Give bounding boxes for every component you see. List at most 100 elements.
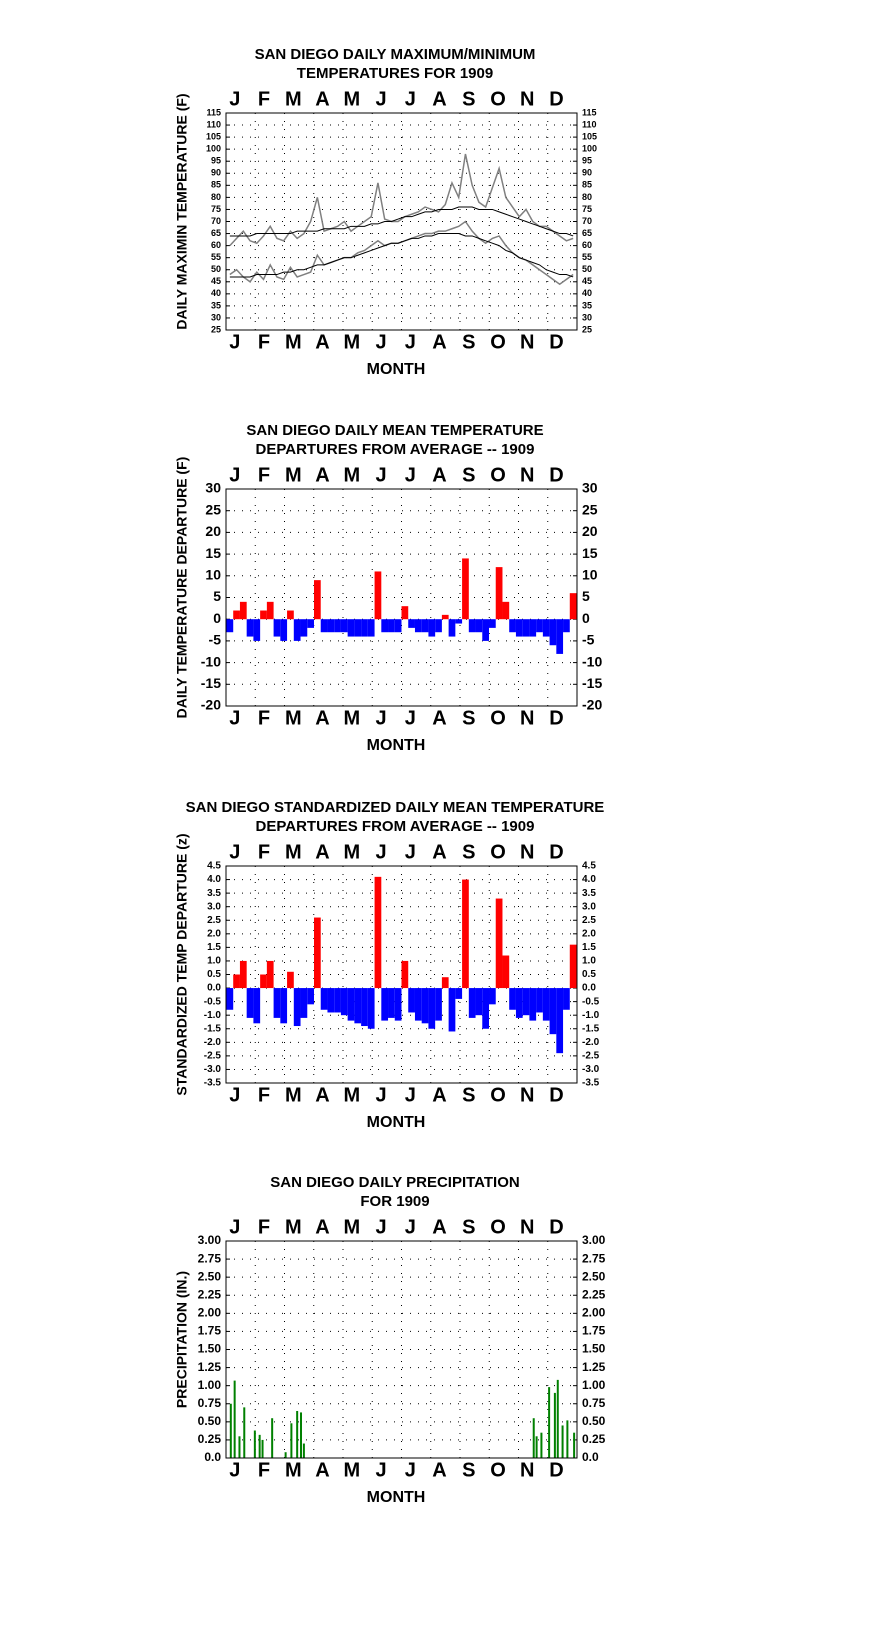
bar	[273, 988, 281, 1018]
bar	[569, 944, 577, 989]
month-label-bottom: A	[315, 1084, 329, 1106]
month-label-bottom: J	[405, 1084, 416, 1106]
month-label-bottom: M	[343, 1084, 360, 1106]
month-label-bottom: F	[258, 331, 270, 353]
bar	[482, 988, 490, 1029]
y-tick-label-right: 4.0	[582, 874, 596, 885]
bar	[502, 601, 510, 620]
month-label-top: O	[490, 1216, 506, 1238]
bar	[354, 619, 362, 637]
temperature-line	[229, 220, 574, 286]
plot-frame	[225, 488, 578, 707]
y-tick-label: 75	[211, 204, 221, 214]
y-tick-label-right: 25	[582, 501, 598, 517]
bar	[367, 988, 375, 1029]
bar	[573, 1432, 576, 1458]
bar	[535, 1436, 538, 1458]
bar	[226, 988, 234, 1010]
bar	[540, 1432, 543, 1458]
month-label-bottom: M	[343, 1459, 360, 1481]
month-label-bottom: A	[432, 331, 446, 353]
bar	[243, 1407, 246, 1458]
y-tick-label: 3.00	[198, 1233, 222, 1247]
y-tick-label: -0.5	[204, 996, 222, 1007]
bar	[374, 571, 382, 620]
bar	[561, 1425, 564, 1458]
y-tick-label: 60	[211, 240, 221, 250]
bar	[455, 619, 463, 624]
y-tick-label: 0	[213, 610, 221, 626]
bar	[347, 619, 355, 637]
bar	[300, 988, 308, 1018]
bar	[347, 988, 355, 1021]
month-label-bottom: O	[490, 707, 506, 729]
month-label-bottom: S	[462, 1084, 475, 1106]
bar	[455, 988, 463, 999]
bar	[290, 1423, 293, 1458]
y-tick-label-right: 45	[582, 276, 592, 286]
month-label-top: J	[229, 1216, 240, 1238]
month-label-top: M	[285, 841, 302, 863]
bar	[313, 580, 321, 620]
chart-title: DEPARTURES FROM AVERAGE -- 1909	[256, 441, 535, 458]
bar	[509, 619, 516, 633]
bar	[428, 619, 436, 637]
chart-title: SAN DIEGO STANDARDIZED DAILY MEAN TEMPER…	[186, 799, 605, 816]
month-label-bottom: A	[315, 707, 329, 729]
bar	[515, 619, 523, 637]
y-tick-label: 0.0	[204, 1450, 221, 1464]
chart-title: FOR 1909	[360, 1193, 429, 1210]
y-tick-label: 25	[211, 324, 221, 334]
y-tick-label-right: -15	[582, 675, 602, 691]
month-label-bottom: M	[285, 1084, 302, 1106]
bar	[408, 619, 415, 628]
y-tick-label-right: -20	[582, 697, 602, 713]
y-axis-label: PRECIPITATION (IN.)	[174, 1271, 190, 1408]
month-label-top: N	[520, 88, 534, 110]
y-tick-label-right: 25	[582, 324, 592, 334]
month-label-top: A	[432, 88, 446, 110]
chart-title: SAN DIEGO DAILY MAXIMUM/MINIMUM	[255, 46, 536, 63]
temperature-line	[229, 233, 574, 278]
y-tick-label-right: -2.0	[582, 1037, 600, 1048]
month-label-bottom: O	[490, 1459, 506, 1481]
bar	[238, 1436, 241, 1458]
bar	[468, 988, 476, 1018]
x-axis-label: MONTH	[367, 361, 426, 378]
temperature-line	[229, 206, 574, 237]
bar	[529, 619, 537, 637]
y-tick-label-right: 85	[582, 180, 592, 190]
y-tick-label-right: 65	[582, 228, 592, 238]
y-tick-label-right: 60	[582, 240, 592, 250]
y-tick-label: 5	[213, 588, 221, 604]
month-label-top: D	[549, 464, 563, 486]
bar	[261, 1439, 264, 1458]
y-tick-label: 15	[205, 545, 221, 561]
bar	[287, 610, 294, 620]
bar	[233, 974, 240, 989]
month-label-bottom: J	[375, 1084, 386, 1106]
bar	[542, 619, 550, 637]
month-label-top: M	[285, 464, 302, 486]
month-label-top: O	[490, 88, 506, 110]
y-tick-label-right: -2.5	[582, 1051, 600, 1062]
chart-title: SAN DIEGO DAILY PRECIPITATION	[270, 1174, 519, 1191]
month-label-bottom: A	[432, 1459, 446, 1481]
bar	[307, 619, 314, 628]
chart-title: SAN DIEGO DAILY MEAN TEMPERATURE	[246, 422, 543, 439]
y-tick-label: 10	[205, 567, 221, 583]
bar	[475, 988, 483, 1016]
month-label-top: M	[343, 841, 360, 863]
month-label-top: J	[405, 841, 416, 863]
y-tick-label-right: 2.25	[582, 1287, 606, 1301]
bar	[556, 988, 564, 1054]
y-tick-label-right: 3.0	[582, 901, 596, 912]
bar	[549, 619, 557, 646]
month-label-bottom: N	[520, 1084, 534, 1106]
month-label-bottom: O	[490, 331, 506, 353]
bar	[327, 619, 335, 633]
bar	[394, 619, 402, 633]
y-tick-label: 0.50	[198, 1414, 222, 1428]
y-tick-label-right: 0.75	[582, 1396, 606, 1410]
bar	[253, 988, 261, 1024]
